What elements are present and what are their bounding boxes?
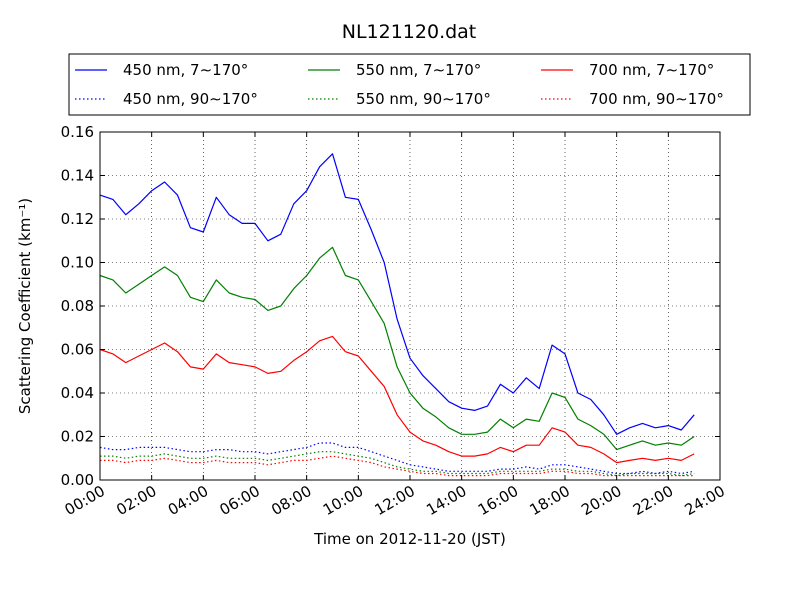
x-tick-label: 12:00 <box>372 482 418 519</box>
grid <box>99 131 721 481</box>
series-line <box>100 451 695 477</box>
x-tick-label: 02:00 <box>113 482 159 519</box>
legend-label: 550 nm, 90∼170° <box>356 90 491 108</box>
series-line <box>99 246 695 451</box>
series-layer <box>99 153 695 477</box>
legend-label: 450 nm, 7∼170° <box>123 61 248 79</box>
y-axis: 0.00 0.02 0.04 0.06 0.08 0.10 0.12 0.14 0.16 <box>61 123 720 489</box>
legend: 450 nm, 7∼170° 550 nm, 7∼170° 700 nm, 7∼17… <box>68 53 751 116</box>
y-tick-label: 0.04 <box>61 384 94 402</box>
y-tick-label: 0.10 <box>61 254 94 272</box>
y-axis-label: Scattering Coefficient (km⁻¹) <box>16 198 34 414</box>
x-tick-label: 14:00 <box>423 482 469 519</box>
legend-label: 700 nm, 90∼170° <box>589 90 724 108</box>
y-tick-label: 0.00 <box>61 471 94 489</box>
x-tick-label: 18:00 <box>527 482 573 519</box>
x-tick-label: 16:00 <box>475 482 521 519</box>
x-tick-label: 06:00 <box>217 482 263 519</box>
x-tick-label: 10:00 <box>320 482 366 519</box>
legend-box <box>68 53 751 116</box>
x-tick-label: 04:00 <box>165 482 211 519</box>
x-axis-label: Time on 2012-11-20 (JST) <box>313 530 506 548</box>
series-line <box>99 335 695 464</box>
y-tick-label: 0.16 <box>61 123 94 141</box>
x-tick-label: 22:00 <box>630 482 676 519</box>
x-tick-label: 20:00 <box>578 482 624 519</box>
legend-label: 450 nm, 90∼170° <box>123 90 258 108</box>
y-tick-label: 0.12 <box>61 210 94 228</box>
y-tick-label: 0.06 <box>61 341 94 359</box>
x-tick-label: 08:00 <box>268 482 314 519</box>
y-tick-label: 0.08 <box>61 297 94 315</box>
legend-label: 700 nm, 7∼170° <box>589 61 714 79</box>
chart-title: NL121120.dat <box>342 21 477 43</box>
x-tick-label: 24:00 <box>682 482 728 519</box>
series-line <box>99 153 695 435</box>
y-tick-label: 0.14 <box>61 167 94 185</box>
series-line <box>100 455 695 477</box>
y-tick-label: 0.02 <box>61 428 94 446</box>
legend-label: 550 nm, 7∼170° <box>356 61 481 79</box>
